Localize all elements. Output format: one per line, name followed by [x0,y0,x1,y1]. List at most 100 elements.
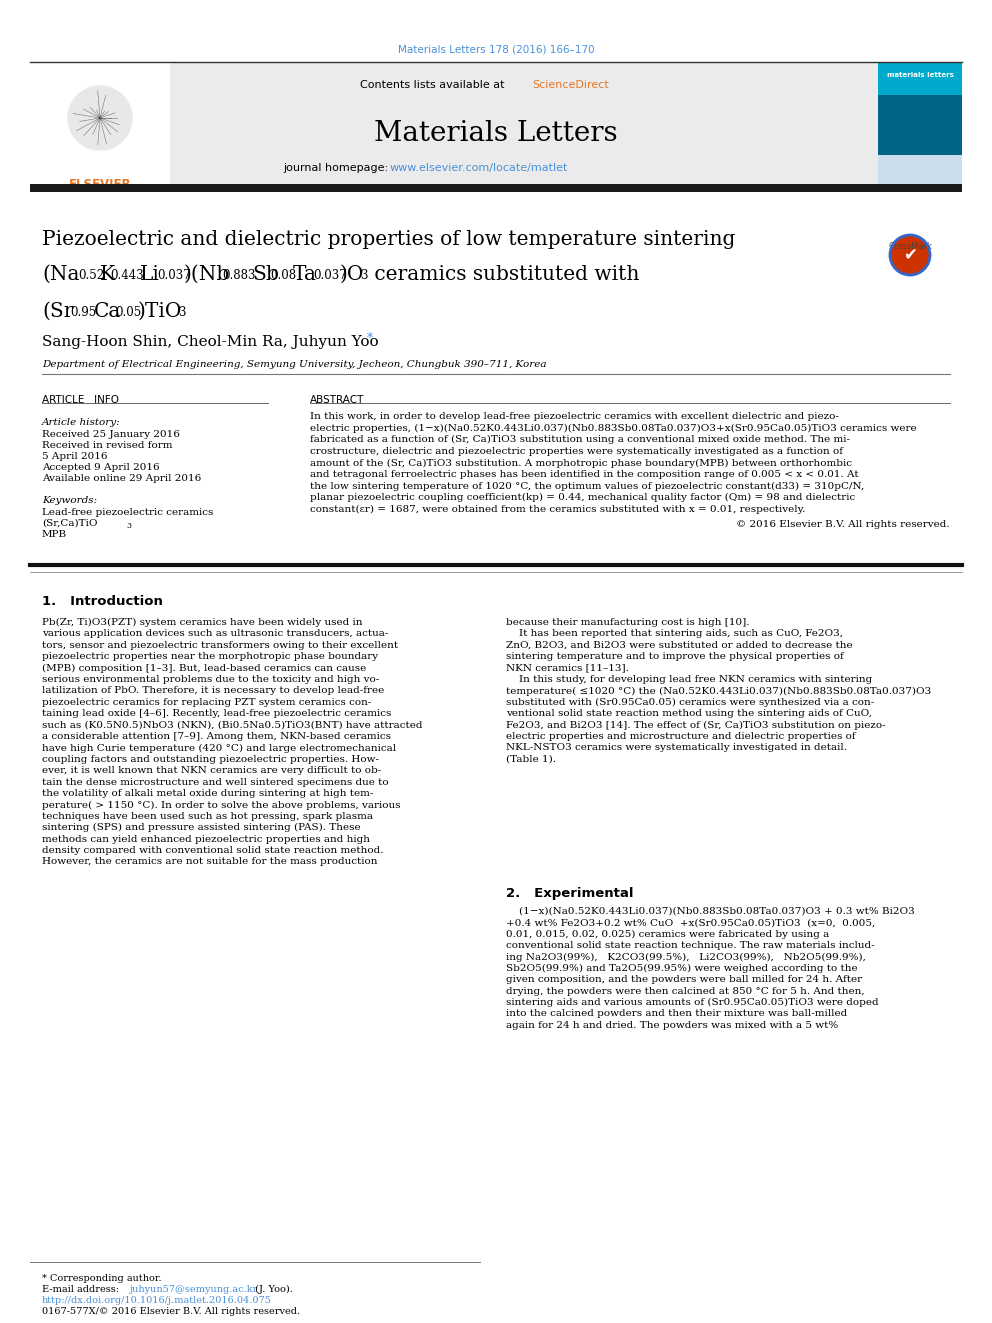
Text: Materials Letters 178 (2016) 166–170: Materials Letters 178 (2016) 166–170 [398,45,594,56]
Text: given composition, and the powders were ball milled for 24 h. After: given composition, and the powders were … [506,975,862,984]
Bar [30,62,170,185]
Text: * Corresponding author.: * Corresponding author. [42,1274,162,1283]
Text: 0167-577X/© 2016 Elsevier B.V. All rights reserved.: 0167-577X/© 2016 Elsevier B.V. All right… [42,1307,301,1316]
Text: Sang-Hoon Shin, Cheol-Min Ra, Juhyun Yoo: Sang-Hoon Shin, Cheol-Min Ra, Juhyun Yoo [42,335,379,349]
Text: a considerable attention [7–9]. Among them, NKN-based ceramics: a considerable attention [7–9]. Among th… [42,732,391,741]
Text: ever, it is well known that NKN ceramics are very difficult to ob-: ever, it is well known that NKN ceramics… [42,766,381,775]
Text: Sb2O5(99.9%) and Ta2O5(99.95%) were weighed according to the: Sb2O5(99.9%) and Ta2O5(99.95%) were weig… [506,963,858,972]
Bar [30,62,878,185]
Text: Lead-free piezoelectric ceramics: Lead-free piezoelectric ceramics [42,508,213,517]
Text: Received 25 January 2016: Received 25 January 2016 [42,430,180,439]
Text: into the calcined powders and then their mixture was ball-milled: into the calcined powders and then their… [506,1009,847,1019]
Text: 0.443: 0.443 [110,269,144,282]
Text: ceramics substituted with: ceramics substituted with [368,265,640,284]
Text: It has been reported that sintering aids, such as CuO, Fe2O3,: It has been reported that sintering aids… [506,630,843,639]
Text: 2.   Experimental: 2. Experimental [506,886,634,900]
Text: In this work, in order to develop lead-free piezoelectric ceramics with excellen: In this work, in order to develop lead-f… [310,411,839,421]
Text: Contents lists available at: Contents lists available at [360,79,508,90]
Text: www.elsevier.com/locate/matlet: www.elsevier.com/locate/matlet [390,163,568,173]
Circle shape [890,235,930,275]
Text: Ca: Ca [94,302,121,321]
Text: http://dx.doi.org/10.1016/j.matlet.2016.04.075: http://dx.doi.org/10.1016/j.matlet.2016.… [42,1297,272,1304]
Text: various application devices such as ultrasonic transducers, actua-: various application devices such as ultr… [42,630,389,639]
Text: piezoelectric properties near the morphotropic phase boundary: piezoelectric properties near the morpho… [42,652,378,662]
Text: Article history:: Article history: [42,418,121,427]
Text: (Sr,Ca)TiO: (Sr,Ca)TiO [42,519,97,528]
Text: again for 24 h and dried. The powders was mixed with a 5 wt%: again for 24 h and dried. The powders wa… [506,1021,838,1029]
Text: Materials Letters: Materials Letters [374,120,618,147]
Bar [170,62,870,185]
Text: constant(εr) = 1687, were obtained from the ceramics substituted with x = 0.01, : constant(εr) = 1687, were obtained from … [310,505,806,513]
Text: ELSEVIER: ELSEVIER [68,179,131,191]
Text: juhyun57@semyung.ac.kr: juhyun57@semyung.ac.kr [130,1285,258,1294]
Bar [878,95,962,155]
Text: techniques have been used such as hot pressing, spark plasma: techniques have been used such as hot pr… [42,812,373,820]
Text: )O: )O [340,265,364,284]
Text: ZnO, B2O3, and Bi2O3 were substituted or added to decrease the: ZnO, B2O3, and Bi2O3 were substituted or… [506,640,853,650]
Text: Sb: Sb [252,265,279,284]
Text: tain the dense microstructure and well sintered specimens due to: tain the dense microstructure and well s… [42,778,389,787]
Text: because their manufacturing cost is high [10].: because their manufacturing cost is high… [506,618,750,627]
Text: such as (K0.5N0.5)NbO3 (NKN), (Bi0.5Na0.5)TiO3(BNT) have attracted: such as (K0.5N0.5)NbO3 (NKN), (Bi0.5Na0.… [42,721,423,729]
Text: the low sintering temperature of 1020 °C, the optimum values of piezoelectric co: the low sintering temperature of 1020 °C… [310,482,864,491]
Text: (Table 1).: (Table 1). [506,755,556,763]
Text: perature( > 1150 °C). In order to solve the above problems, various: perature( > 1150 °C). In order to solve … [42,800,401,810]
Text: )TiO: )TiO [138,302,183,321]
Text: Available online 29 April 2016: Available online 29 April 2016 [42,474,201,483]
Text: 0.95: 0.95 [70,306,96,319]
Text: E-mail address:: E-mail address: [42,1285,122,1294]
Text: ABSTRACT: ABSTRACT [310,396,364,405]
Text: In this study, for developing lead free NKN ceramics with sintering: In this study, for developing lead free … [506,675,872,684]
Text: (MPB) composition [1–3]. But, lead-based ceramics can cause: (MPB) composition [1–3]. But, lead-based… [42,664,366,672]
Text: temperature( ≤1020 °C) the (Na0.52K0.443Li0.037)(Nb0.883Sb0.08Ta0.037)O3: temperature( ≤1020 °C) the (Na0.52K0.443… [506,687,931,696]
Text: crostructure, dielectric and piezoelectric properties were systematically invest: crostructure, dielectric and piezoelectr… [310,447,843,456]
Text: (Na: (Na [42,265,79,284]
Text: sintering (SPS) and pressure assisted sintering (PAS). These: sintering (SPS) and pressure assisted si… [42,823,361,832]
Text: density compared with conventional solid state reaction method.: density compared with conventional solid… [42,845,384,855]
Text: ventional solid state reaction method using the sintering aids of CuO,: ventional solid state reaction method us… [506,709,872,718]
Text: tors, sensor and piezoelectric transformers owing to their excellent: tors, sensor and piezoelectric transform… [42,640,398,650]
Bar [878,62,962,185]
Text: MPB: MPB [42,531,67,538]
Text: 5 April 2016: 5 April 2016 [42,452,107,460]
Text: K: K [100,265,115,284]
Text: ARTICLE   INFO: ARTICLE INFO [42,396,119,405]
Text: 3: 3 [360,269,367,282]
Text: Pb(Zr, Ti)O3(PZT) system ceramics have been widely used in: Pb(Zr, Ti)O3(PZT) system ceramics have b… [42,618,362,627]
Bar [878,155,962,185]
Text: 0.05: 0.05 [115,306,141,319]
Text: (J. Yoo).: (J. Yoo). [252,1285,293,1294]
Text: Ta: Ta [293,265,317,284]
Text: Piezoelectric and dielectric properties of low temperature sintering: Piezoelectric and dielectric properties … [42,230,735,249]
Text: Department of Electrical Engineering, Semyung University, Jecheon, Chungbuk 390–: Department of Electrical Engineering, Se… [42,360,547,369]
Text: sintering temperature and to improve the physical properties of: sintering temperature and to improve the… [506,652,844,662]
Text: ing Na2O3(99%),   K2CO3(99.5%),   Li2CO3(99%),   Nb2O5(99.9%),: ing Na2O3(99%), K2CO3(99.5%), Li2CO3(99%… [506,953,866,962]
Text: planar piezoelectric coupling coefficient(kp) = 0.44, mechanical quality factor : planar piezoelectric coupling coefficien… [310,493,855,503]
Text: 0.52: 0.52 [78,269,104,282]
Text: NKL-NSTO3 ceramics were systematically investigated in detail.: NKL-NSTO3 ceramics were systematically i… [506,744,847,753]
Text: serious environmental problems due to the toxicity and high vo-: serious environmental problems due to th… [42,675,379,684]
Text: Fe2O3, and Bi2O3 [14]. The effect of (Sr, Ca)TiO3 substitution on piezo-: Fe2O3, and Bi2O3 [14]. The effect of (Sr… [506,721,886,730]
Text: sintering aids and various amounts of (Sr0.95Ca0.05)TiO3 were doped: sintering aids and various amounts of (S… [506,998,879,1007]
Text: conventional solid state reaction technique. The raw materials includ-: conventional solid state reaction techni… [506,941,875,950]
Text: ✔: ✔ [903,246,917,265]
Text: +0.4 wt% Fe2O3+0.2 wt% CuO  +x(Sr0.95Ca0.05)TiO3  (x=0,  0.005,: +0.4 wt% Fe2O3+0.2 wt% CuO +x(Sr0.95Ca0.… [506,918,875,927]
Text: methods can yield enhanced piezoelectric properties and high: methods can yield enhanced piezoelectric… [42,835,370,844]
Text: journal homepage:: journal homepage: [283,163,392,173]
Text: (Sr: (Sr [42,302,73,321]
Text: NKN ceramics [11–13].: NKN ceramics [11–13]. [506,664,629,672]
Text: CrossMark: CrossMark [888,242,931,251]
Text: substituted with (Sr0.95Ca0.05) ceramics were synthesized via a con-: substituted with (Sr0.95Ca0.05) ceramics… [506,697,874,706]
Text: 0.01, 0.015, 0.02, 0.025) ceramics were fabricated by using a: 0.01, 0.015, 0.02, 0.025) ceramics were … [506,930,829,939]
Text: electric properties, (1−x)(Na0.52K0.443Li0.037)(Nb0.883Sb0.08Ta0.037)O3+x(Sr0.95: electric properties, (1−x)(Na0.52K0.443L… [310,423,917,433]
Text: drying, the powders were then calcined at 850 °C for 5 h. And then,: drying, the powders were then calcined a… [506,987,865,996]
Text: Keywords:: Keywords: [42,496,97,505]
Text: amount of the (Sr, Ca)TiO3 substitution. A morphotropic phase boundary(MPB) betw: amount of the (Sr, Ca)TiO3 substitution.… [310,458,852,467]
Text: 3: 3 [126,523,131,531]
Text: 0.037: 0.037 [313,269,347,282]
Text: electric properties and microstructure and dielectric properties of: electric properties and microstructure a… [506,732,856,741]
Text: Li: Li [140,265,160,284]
Text: taining lead oxide [4–6]. Recently, lead-free piezoelectric ceramics: taining lead oxide [4–6]. Recently, lead… [42,709,392,718]
Bar [30,184,962,192]
Text: Received in revised form: Received in revised form [42,441,173,450]
